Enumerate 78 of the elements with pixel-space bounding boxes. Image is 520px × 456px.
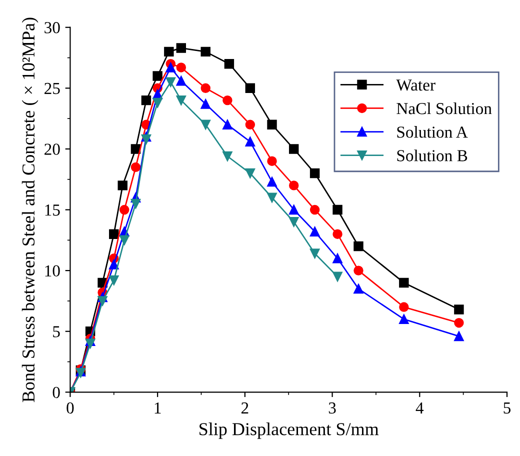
point [141,95,152,106]
y-tick-label: 30 [44,22,60,34]
point [222,120,232,130]
x-tick-label: 3 [328,402,336,414]
point [152,71,162,81]
point [454,318,464,328]
point [454,304,464,314]
point [288,144,299,154]
point [130,144,141,154]
point [85,338,96,348]
point [267,176,277,187]
point [176,62,186,72]
x-tick-label: 2 [241,402,248,414]
point [288,180,299,190]
point [130,198,141,209]
point [267,120,277,130]
x-tick-label: 0 [66,402,74,414]
y-tick-label: 0 [52,386,60,398]
x-tick-label: 4 [416,402,424,414]
x-axis-title: Slip Displacement S/mm [200,422,379,439]
point [164,46,174,57]
point [245,83,256,94]
point [354,284,364,294]
point [130,162,141,172]
y-tick-label: 5 [53,326,60,338]
point [399,314,409,324]
point [166,62,176,72]
point [200,46,210,57]
y-tick-label: 10 [45,265,60,277]
point [109,275,119,286]
point [310,248,320,258]
point [332,254,342,264]
legend-label: Water [396,80,436,91]
point [399,278,409,288]
point [354,241,364,252]
point [200,99,210,109]
point [109,229,119,239]
legend-label: NaCl Solution [396,102,492,114]
point [310,204,320,215]
point [152,98,162,108]
point [245,120,256,130]
y-axis-title: Bond Stress between Steel and Concrete ( × 10²MPa) [22,18,38,402]
point [200,83,210,94]
point [141,134,152,144]
point [354,266,364,276]
point [399,302,409,312]
point [332,272,342,282]
point [176,43,186,53]
point [454,331,464,342]
point [120,204,130,215]
y-tick-label: 15 [45,204,60,216]
point [118,180,128,190]
point [267,192,277,202]
point [224,58,234,69]
point [310,226,320,237]
y-tick-label: 25 [44,82,60,94]
point [176,76,186,86]
point [166,77,176,87]
point [222,151,232,162]
point [332,204,342,215]
legend-label: Solution A [397,126,468,138]
x-tick-label: 5 [504,402,511,414]
point [288,204,299,215]
point [98,296,108,306]
y-tick-label: 20 [44,144,60,155]
legend-label: Solution B [397,150,468,162]
point [245,168,256,178]
point [332,229,342,239]
point [267,156,277,166]
point [200,120,210,130]
point [310,168,320,178]
x-tick-label: 1 [154,402,161,414]
point [245,136,256,147]
point [222,95,232,106]
point [120,235,130,246]
point [109,260,119,270]
point [288,217,299,227]
point [176,95,186,106]
